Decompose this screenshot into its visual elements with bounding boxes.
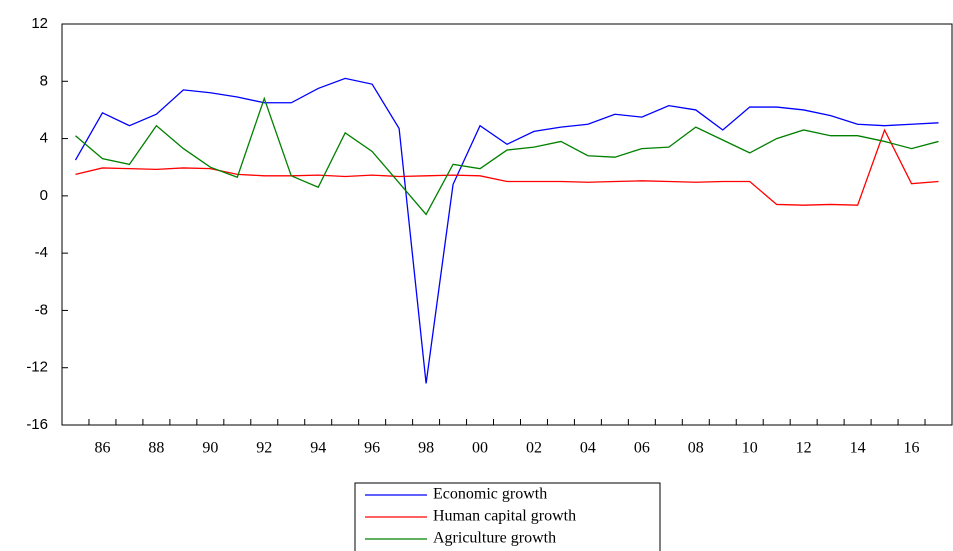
x-tick-label: 10 [742, 440, 758, 457]
y-tick-label: 8 [40, 72, 48, 89]
series-line [74, 77, 939, 384]
legend-label: Human capital growth [433, 508, 576, 525]
x-tick-label: 08 [688, 440, 704, 457]
legend-box [354, 482, 661, 551]
x-tick-label: 96 [364, 440, 380, 457]
x-tick-label: 02 [526, 440, 542, 457]
y-tick-label: 12 [31, 15, 48, 32]
series-line [75, 96, 939, 216]
series-line [75, 128, 939, 206]
y-tick-label: 0 [40, 187, 48, 204]
legend-label: Economic growth [433, 486, 547, 503]
y-tick-label: 4 [40, 130, 48, 147]
x-tick-label: 92 [256, 440, 272, 457]
y-tick-label: -4 [35, 244, 48, 261]
x-tick-label: 12 [796, 440, 812, 457]
x-tick-label: 04 [580, 440, 596, 457]
y-tick-label: -16 [26, 416, 48, 433]
x-tick-label: 14 [850, 440, 866, 457]
x-tick-label: 86 [94, 440, 110, 457]
y-tick-label: -8 [35, 301, 48, 318]
plot-frame [61, 23, 953, 426]
x-tick-label: 94 [310, 440, 326, 457]
x-tick-label: 16 [904, 440, 920, 457]
y-tick-label: -12 [26, 359, 48, 376]
x-tick-label: 98 [418, 440, 434, 457]
legend-label: Agriculture growth [433, 530, 556, 547]
x-tick-label: 88 [148, 440, 164, 457]
x-tick-label: 90 [202, 440, 218, 457]
x-tick-label: 00 [472, 440, 488, 457]
x-tick-label: 06 [634, 440, 650, 457]
